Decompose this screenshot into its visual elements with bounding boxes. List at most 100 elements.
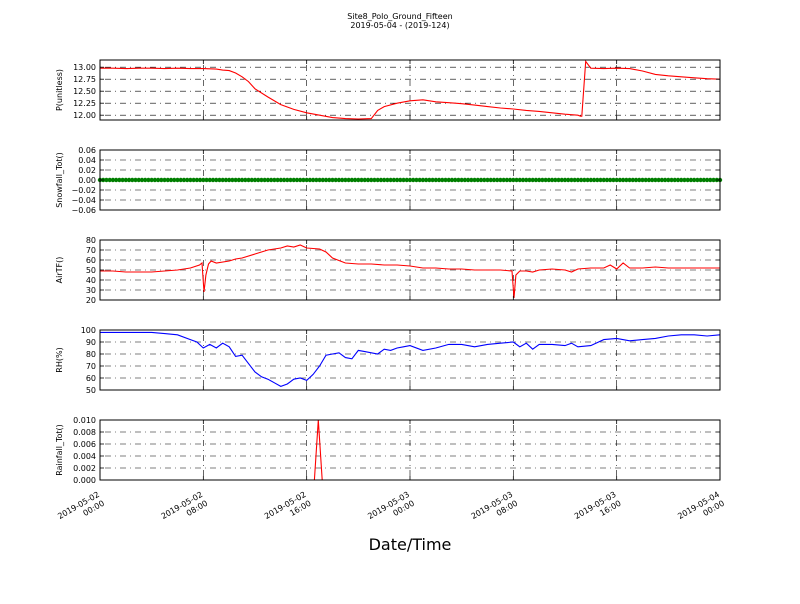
data-point bbox=[440, 177, 445, 183]
data-point bbox=[265, 177, 271, 183]
data-point bbox=[343, 177, 348, 183]
y-tick-label: 30 bbox=[86, 286, 96, 295]
data-point bbox=[117, 177, 122, 183]
y-tick-label: 0.04 bbox=[78, 156, 96, 165]
data-point bbox=[107, 177, 112, 183]
data-point bbox=[130, 177, 135, 183]
data-point bbox=[659, 177, 665, 183]
data-point bbox=[378, 177, 384, 183]
data-point bbox=[168, 177, 174, 183]
data-point bbox=[191, 177, 196, 183]
y-tick-label: 90 bbox=[86, 338, 96, 347]
data-point bbox=[691, 177, 697, 183]
data-point bbox=[704, 177, 710, 183]
data-point bbox=[494, 177, 500, 183]
data-point bbox=[572, 177, 577, 183]
data-point bbox=[113, 177, 119, 183]
y-tick-label: 70 bbox=[86, 246, 96, 255]
data-point bbox=[591, 177, 597, 183]
data-point bbox=[601, 177, 606, 183]
data-point bbox=[281, 177, 287, 183]
data-point bbox=[184, 177, 190, 183]
x-tick-label: 2019-05-0300:00 bbox=[366, 490, 416, 530]
data-point bbox=[462, 177, 468, 183]
data-point bbox=[530, 177, 535, 183]
data-point bbox=[162, 177, 167, 183]
data-point bbox=[236, 177, 242, 183]
data-point bbox=[524, 177, 529, 183]
data-point bbox=[578, 177, 584, 183]
y-tick-label: 70 bbox=[86, 362, 96, 371]
data-point bbox=[711, 177, 716, 183]
y-tick-label: 13.00 bbox=[73, 63, 96, 72]
data-point bbox=[453, 177, 458, 183]
data-point bbox=[327, 177, 332, 183]
data-point bbox=[404, 177, 409, 183]
y-tick-label: −0.02 bbox=[71, 186, 96, 195]
data-point bbox=[294, 177, 300, 183]
data-point bbox=[608, 177, 613, 183]
x-tick-label: 2019-05-0308:00 bbox=[470, 490, 520, 530]
data-point bbox=[365, 177, 371, 183]
data-point bbox=[126, 177, 132, 183]
x-tick-label: 2019-05-0316:00 bbox=[573, 490, 623, 530]
data-point bbox=[259, 177, 264, 183]
data-point bbox=[298, 177, 303, 183]
data-point bbox=[320, 177, 326, 183]
data-point bbox=[201, 177, 206, 183]
data-point bbox=[585, 177, 590, 183]
data-point bbox=[485, 177, 490, 183]
data-point bbox=[627, 177, 632, 183]
x-tick-label: 2019-05-0208:00 bbox=[160, 490, 210, 530]
data-point bbox=[194, 177, 200, 183]
data-point bbox=[643, 177, 648, 183]
y-tick-label: −0.04 bbox=[71, 196, 96, 205]
data-point bbox=[285, 177, 290, 183]
data-point bbox=[491, 177, 497, 183]
data-point bbox=[423, 177, 429, 183]
data-point bbox=[268, 177, 274, 183]
y-tick-label: 20 bbox=[86, 296, 96, 305]
data-point bbox=[336, 177, 342, 183]
data-point bbox=[388, 177, 393, 183]
data-point bbox=[646, 177, 652, 183]
data-point bbox=[407, 177, 413, 183]
data-point bbox=[204, 177, 209, 183]
data-point bbox=[262, 177, 267, 183]
data-point bbox=[443, 177, 448, 183]
data-point bbox=[210, 177, 216, 183]
data-point bbox=[172, 177, 177, 183]
data-point bbox=[427, 177, 432, 183]
series-line bbox=[100, 331, 721, 388]
y-tick-label: 80 bbox=[86, 236, 96, 245]
y-tick-label: 100 bbox=[81, 326, 96, 335]
y-axis-label: P(unitless) bbox=[55, 69, 64, 111]
data-point bbox=[575, 177, 581, 183]
x-tick-label: 2019-05-0216:00 bbox=[263, 490, 313, 530]
data-point bbox=[420, 177, 426, 183]
data-point bbox=[611, 177, 616, 183]
y-tick-label: 60 bbox=[86, 256, 96, 265]
data-point bbox=[666, 177, 671, 183]
data-point bbox=[385, 177, 390, 183]
data-point bbox=[188, 177, 193, 183]
data-point bbox=[562, 177, 568, 183]
y-tick-label: −0.06 bbox=[71, 206, 96, 215]
data-point bbox=[514, 177, 519, 183]
y-tick-label: 0.006 bbox=[73, 440, 96, 449]
data-point bbox=[288, 177, 293, 183]
data-point bbox=[323, 177, 329, 183]
y-axis-label: Snowfall_Tot() bbox=[55, 152, 64, 208]
data-point bbox=[669, 177, 674, 183]
data-point bbox=[226, 177, 232, 183]
data-point bbox=[637, 177, 642, 183]
data-point bbox=[536, 177, 542, 183]
data-point bbox=[488, 177, 493, 183]
y-tick-label: 0.008 bbox=[73, 428, 96, 437]
data-point bbox=[662, 177, 668, 183]
data-point bbox=[352, 177, 358, 183]
data-point bbox=[459, 177, 464, 183]
data-point bbox=[411, 177, 416, 183]
data-point bbox=[449, 177, 455, 183]
